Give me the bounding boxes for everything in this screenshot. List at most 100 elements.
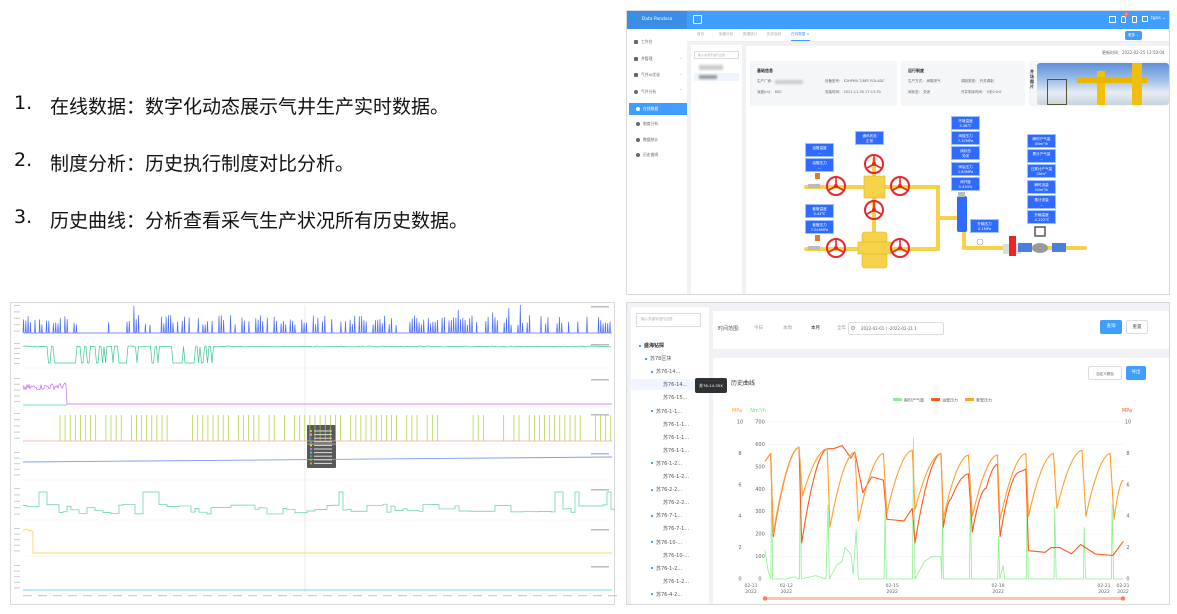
expand-icon[interactable] <box>1142 16 1148 22</box>
history-filter-input[interactable]: 输入关键字进行过滤 <box>636 313 701 327</box>
tree-node[interactable]: 苏76-2-2... <box>631 484 709 495</box>
tree-node-label: 苏76-4-2... <box>656 591 683 598</box>
menu-toggle-icon[interactable] <box>693 15 702 24</box>
tree-node-blurred[interactable] <box>699 65 723 70</box>
tag-inst-flow: 瞬时流量 0Nm³/h <box>1027 180 1056 194</box>
user-name: tgos <box>1151 16 1161 21</box>
sidebar-item-6[interactable]: 数据统计 <box>629 134 687 146</box>
quick-range-3[interactable]: 全年 <box>837 326 846 331</box>
tree-node[interactable]: 苏76-1-1... <box>631 419 709 430</box>
tree-node[interactable]: 苏76-10-... <box>631 550 709 561</box>
tag-label: 油管温度 <box>812 146 827 150</box>
sidebar-item-4[interactable]: 在线数据 <box>629 103 687 115</box>
sidebar-item-3[interactable]: 气井分析 ⌃ <box>627 86 687 98</box>
tag-value: -- <box>818 151 821 155</box>
sidebar-item-label: 气井AI优化 <box>641 72 660 77</box>
vendor-blurred <box>775 80 803 84</box>
bullet-text: 制度分析：历史执行制度对比分析。 <box>50 153 355 175</box>
tag-value: -- <box>1040 203 1043 207</box>
sidebar-item-label: 制度分析 <box>643 121 659 126</box>
tree-node[interactable]: 苏76-4-2... <box>631 589 709 600</box>
tree-node[interactable]: 苏78区块 <box>631 353 709 364</box>
check-icon <box>636 138 640 142</box>
bullet-text: 在线数据：数字化动态展示气井生产实时数据。 <box>50 96 450 118</box>
sidebar-item-label: 井管理 <box>641 56 653 61</box>
tree-node[interactable]: 苏76-1-2... <box>631 471 709 482</box>
monitor-icon <box>634 40 638 44</box>
sidebar-item-label: 历史曲线 <box>643 152 659 157</box>
lock-icon[interactable] <box>1132 16 1137 23</box>
sidebar-item-5[interactable]: 制度分析 <box>629 118 687 130</box>
tag-tubing-temp: 油管温度 -- <box>805 143 834 157</box>
tag-env-temp: 环境温度 5.38℃ <box>951 116 980 130</box>
more-button[interactable]: 更多 ⌄ <box>1125 31 1142 40</box>
tree-node[interactable]: 苏76-1-1... <box>631 432 709 443</box>
tab-1[interactable]: 制度分析 <box>719 32 733 37</box>
export-button[interactable]: 导出 <box>1126 366 1146 380</box>
sidebar-item-7[interactable]: 历史曲线 <box>629 149 687 161</box>
depth: 深度(m)： 600 <box>757 90 782 94</box>
tree-node[interactable]: 盛海钻探 <box>631 340 709 351</box>
range-label: 时间范围: <box>718 326 740 332</box>
bullet-icon <box>651 410 653 412</box>
date-range-picker[interactable]: 2022-02-01 ( -2022-02-21 1 <box>848 322 944 335</box>
sidebar-item-2[interactable]: 气井AI优化 ⌄ <box>627 69 687 81</box>
tag-label: 阀开度 <box>960 180 971 184</box>
tree-node[interactable]: 苏76-1-2... <box>631 458 709 469</box>
well-photo-label: 井场图片 <box>1030 69 1034 89</box>
schedule-type: 调制类型： 开关调制 <box>961 79 994 83</box>
tree-node-label: 苏76-1-1... <box>663 434 690 441</box>
fullscreen-box-icon[interactable] <box>1109 16 1116 23</box>
sidebar-item-1[interactable]: 井管理 ⌄ <box>627 53 687 65</box>
tab-4[interactable]: 在线数据 × <box>791 32 810 41</box>
tree-node[interactable]: 苏76-2-2... <box>631 497 709 508</box>
photo-yellow-pipe <box>1077 77 1147 83</box>
quick-range-2[interactable]: 本月 <box>811 326 820 331</box>
reset-button[interactable]: 重置 <box>1126 320 1148 334</box>
tree-node[interactable]: 苏76-15... <box>631 392 709 403</box>
tree-node[interactable]: 苏76-7-1... <box>631 523 709 534</box>
tree-node[interactable]: 苏76-1-1... <box>631 406 709 417</box>
update-time: 更新时间：2022-02-25 13:50:04 <box>1102 50 1165 55</box>
device-model: 设备型号： E2HPMV-7/8EF-R2LADC <box>825 79 885 83</box>
tab-3[interactable]: 历史曲线 <box>767 32 781 37</box>
tree-node[interactable]: 苏76-7-1... <box>631 510 709 521</box>
tree-node[interactable]: 苏76-1-2... <box>631 576 709 587</box>
tag-label: 套管温度 <box>812 207 827 211</box>
tree-node[interactable]: 苏76-1-1... <box>631 445 709 456</box>
bell-icon[interactable] <box>1121 16 1126 23</box>
bullet-icon <box>651 462 653 465</box>
tree-node-blurred <box>699 75 717 79</box>
tree-node[interactable]: 苏76-14... <box>631 366 709 377</box>
photo-yellow-pipe <box>1097 71 1105 105</box>
tag-value: -- <box>1040 157 1043 161</box>
online-data-screenshot: Data Pandora 1 tgos ⌄ 工作台 井管理 ⌄ 气井AI优化 ⌄… <box>626 10 1170 295</box>
check-icon <box>636 153 640 157</box>
tree-filter-input[interactable]: 输入关键字进行过滤 <box>694 51 739 59</box>
tag-label: 外输温度 <box>1034 213 1049 217</box>
user-menu[interactable]: tgos ⌄ <box>1151 16 1166 21</box>
tree-node[interactable]: 苏76-14... <box>631 379 709 391</box>
bullet-icon <box>651 541 653 543</box>
tag-value: 0Nm³ <box>1036 172 1047 176</box>
tag-valve-state: 阀状态 关闭 <box>951 146 980 160</box>
bullet-icon <box>651 567 653 570</box>
tag-casing-temp: 套管温度 5.43℃ <box>805 204 834 218</box>
sidebar-item-label: 气井分析 <box>641 89 657 94</box>
tab-2[interactable]: 数据统计 <box>743 32 757 37</box>
quick-range-1[interactable]: 本周 <box>783 326 792 331</box>
remaining-time: 开井剩余时间： 0天0:0:0 <box>961 90 1002 94</box>
quick-range-0[interactable]: 今日 <box>754 326 763 331</box>
tree-node[interactable]: 苏76-1-2... <box>631 563 709 574</box>
bullet-text: 历史曲线：分析查看采气生产状况所有历史数据。 <box>50 210 469 232</box>
vendor-label: 生产厂家： <box>757 79 775 83</box>
tag-day-gas: 日累计产气量 0Nm³ <box>1027 164 1056 178</box>
bullet-icon <box>639 344 641 347</box>
tree-node[interactable]: 苏76-10-... <box>631 537 709 548</box>
custom-color-button[interactable]: 自定义颜色 <box>1088 366 1122 380</box>
sidebar-item-0[interactable]: 工作台 <box>627 36 687 48</box>
tab-0[interactable]: 首页 <box>697 32 704 37</box>
query-button[interactable]: 查询 <box>1100 320 1122 334</box>
run-schedule-card <box>901 61 1025 106</box>
tree-node-label: 苏76-1-1... <box>663 421 690 428</box>
